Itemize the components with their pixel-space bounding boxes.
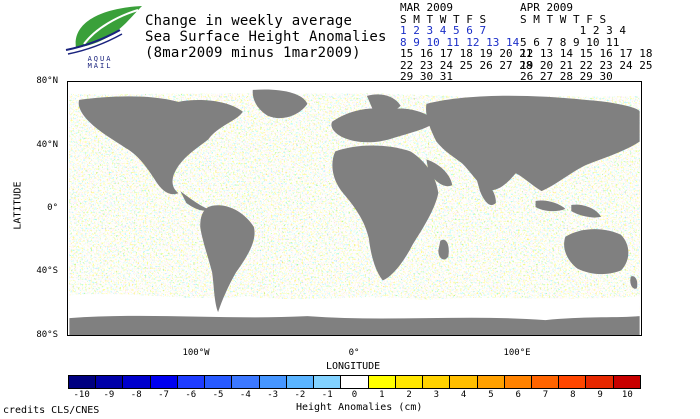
calendar-month-name: APR 2009	[520, 1, 573, 14]
colorbar-tick-label: -2	[294, 390, 306, 400]
colorbar-tick-label: -5	[212, 390, 224, 400]
y-tick-40s: 40°S	[36, 266, 58, 276]
colorbar-segment	[368, 376, 396, 388]
sea-surface-height-map	[67, 81, 642, 336]
calendar-days-header: S M T W T F S	[520, 12, 607, 26]
colorbar-segment	[177, 376, 206, 388]
y-tick-40n: 40°N	[36, 140, 58, 150]
y-tick-80s: 80°S	[36, 330, 58, 340]
title-line3: (8mar2009 minus 1mar2009)	[145, 45, 361, 61]
colorbar-tick-label: -1	[321, 390, 333, 400]
colorbar-segment	[286, 376, 315, 388]
colorbar-tick-label: 7	[542, 390, 549, 400]
x-tick-100e: 100°E	[503, 348, 531, 358]
colorbar-tick-label: 3	[433, 390, 440, 400]
logo-text-line1: AQUA	[87, 55, 113, 63]
colorbar-tick-label: -8	[130, 390, 142, 400]
colorbar-segment	[423, 376, 451, 388]
leaf-logo-icon	[65, 6, 142, 55]
map-title: Change in weekly average Sea Surface Hei…	[145, 13, 387, 61]
colorbar-segment	[504, 376, 532, 388]
colorbar-tick-label: 5	[488, 390, 494, 400]
land-masses	[69, 89, 640, 335]
calendar-week-row: 1 2 3 4	[520, 24, 626, 37]
colorbar-segment	[613, 376, 640, 388]
colorbar-tick-label: 10	[621, 390, 633, 400]
colorbar-segment	[586, 376, 614, 388]
credits-text: credits CLS/CNES	[3, 405, 100, 416]
title-line1: Change in weekly average	[145, 13, 353, 29]
colorbar-tick-label: -3	[267, 390, 279, 400]
colorbar-segment	[259, 376, 287, 388]
y-tick-80n: 80°N	[36, 76, 58, 86]
colorbar-tick-label: 4	[460, 390, 467, 400]
x-axis-label: LONGITUDE	[326, 361, 381, 372]
colorbar-segment	[531, 376, 560, 388]
colorbar-segment	[205, 376, 233, 388]
colorbar-segment	[69, 376, 97, 388]
colorbar-tick-label: 8	[570, 390, 576, 400]
calendar-week-row: 19 20 21 22 23 24 25	[520, 58, 653, 72]
logo-text: AQUA MAIL	[80, 56, 120, 70]
colorbar	[68, 375, 641, 389]
calendar-week-row: 12 13 14 15 16 17 18	[520, 47, 653, 60]
y-tick-0: 0°	[47, 203, 58, 213]
colorbar-tick-label: -7	[158, 390, 169, 400]
colorbar-segment	[341, 376, 369, 388]
colorbar-segment	[477, 376, 505, 388]
calendar-week-row: 1 2 3 4 5 6 7	[400, 24, 487, 37]
calendar-week-row: 26 27 28 29 30	[520, 70, 613, 83]
x-tick-100w: 100°W	[182, 348, 210, 358]
colorbar-segment	[96, 376, 124, 388]
calendar-week-row: 29 30 31	[400, 70, 453, 83]
colorbar-segment	[232, 376, 260, 388]
calendar-week-row: 8 9 10 11 12 13 14	[400, 35, 520, 49]
calendar-week-row: 15 16 17 18 19 20 21	[400, 47, 533, 60]
colorbar-segment	[395, 376, 424, 388]
colorbar-tick-label: 9	[597, 390, 603, 400]
logo-text-line2: MAIL	[87, 62, 113, 70]
colorbar-segment	[314, 376, 342, 388]
calendar-week-row: 5 6 7 8 9 10 11	[520, 35, 620, 49]
colorbar-tick-label: -9	[103, 390, 115, 400]
colorbar-tick-label: -10	[73, 390, 90, 400]
colorbar-segment	[123, 376, 151, 388]
colorbar-segment	[150, 376, 178, 388]
colorbar-ticks: -10 -9 -8 -7 -6 -5 -4 -3 -2 -1 0 1 2 3 4 5 6 7 8 9 10	[68, 390, 641, 402]
title-line2: Sea Surface Height Anomalies	[145, 29, 387, 45]
calendar-week-row: 22 23 24 25 26 27 28	[400, 58, 533, 72]
colorbar-tick-label: 1	[379, 390, 385, 400]
calendar-month-name: MAR 2009	[400, 1, 453, 14]
colorbar-tick-label: 0	[351, 390, 358, 400]
colorbar-segment	[559, 376, 587, 388]
colorbar-tick-label: -6	[185, 390, 197, 400]
colorbar-segment	[450, 376, 478, 388]
y-axis-label: LATITUDE	[12, 181, 24, 230]
colorbar-label: Height Anomalies (cm)	[296, 402, 423, 413]
colorbar-tick-label: -4	[239, 390, 251, 400]
colorbar-tick-label: 2	[406, 390, 412, 400]
x-tick-0: 0°	[348, 348, 360, 358]
map-svg	[67, 81, 642, 336]
colorbar-tick-label: 6	[515, 390, 521, 400]
calendar-days-header: S M T W T F S	[400, 12, 487, 26]
logo	[62, 2, 147, 70]
